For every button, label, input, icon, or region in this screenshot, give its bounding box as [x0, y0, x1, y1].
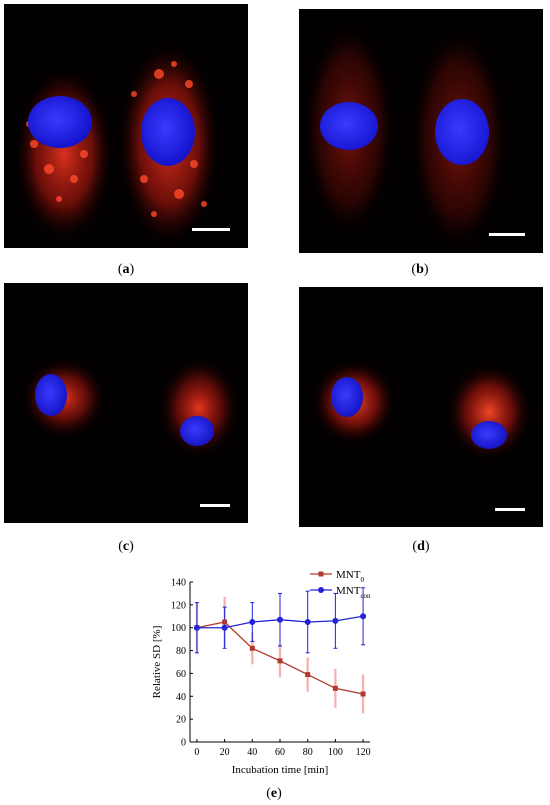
legend-label-subscript: con [360, 592, 371, 600]
nucleus-left [35, 374, 67, 416]
caption-e-close: ) [277, 786, 282, 801]
micrograph-b [299, 9, 543, 253]
scale-bar [192, 228, 230, 231]
legend-marker-circle [318, 587, 324, 593]
micrograph-c [4, 283, 248, 523]
caption-c-label: c [122, 539, 130, 554]
data-point-mntcon [193, 624, 200, 631]
y-tick-label: 140 [171, 578, 186, 589]
nucleus-right [180, 416, 214, 446]
chart-svg: 0 20 40 60 80 100 120 140 0 20 40 60 80 100 120 Incubat… [151, 569, 371, 776]
data-point-mnt0 [222, 619, 228, 625]
caption-d-label: d [417, 539, 425, 554]
caption-d: (d) [391, 539, 451, 555]
data-point-mnt0 [305, 672, 311, 678]
legend-marker-square [318, 571, 324, 577]
x-tick-label: 20 [220, 747, 230, 758]
caption-a-close: ) [129, 262, 135, 277]
legend-label: MNTcon [336, 585, 371, 600]
caption-e-open: ( [266, 786, 271, 801]
relative-sd-chart: 0 20 40 60 80 100 120 140 0 20 40 60 80 100 120 Incubat… [120, 560, 440, 780]
micrograph-d [299, 287, 543, 527]
cell-left-cytoplasm [16, 69, 112, 239]
data-point-mntcon [221, 624, 228, 631]
nucleus-right [435, 99, 489, 165]
data-point-mnt0 [332, 685, 338, 691]
legend-label: MNT0 [336, 569, 364, 584]
scale-bar [489, 233, 525, 236]
cytoplasm-granules [26, 61, 207, 217]
caption-e-label: e [270, 786, 278, 801]
nucleus-left [28, 96, 92, 148]
nucleus-right [471, 421, 507, 449]
y-tick-label: 40 [176, 692, 186, 703]
data-point-mnt0 [277, 658, 283, 664]
caption-a-label: a [122, 262, 130, 277]
caption-c: (c) [96, 539, 156, 555]
micrograph-c-svg [22, 358, 239, 507]
y-tick-label: 120 [171, 600, 186, 611]
caption-b-open: ( [411, 262, 417, 277]
scale-bar [495, 508, 525, 511]
caption-c-close: ) [129, 539, 134, 554]
nucleus-left [320, 102, 378, 150]
cell-right-cytoplasm [159, 358, 239, 458]
y-tick-label: 20 [176, 715, 186, 726]
y-tick-label: 60 [176, 669, 186, 680]
scale-bar [200, 504, 230, 507]
caption-b-label: b [416, 262, 424, 277]
caption-a: (a) [96, 262, 156, 278]
data-point-mntcon [277, 616, 283, 623]
legend-label-subscript: 0 [360, 576, 364, 584]
caption-b: (b) [390, 262, 450, 278]
micrograph-a-svg [16, 44, 230, 244]
cell-right-cytoplasm [447, 364, 531, 460]
x-tick-label: 60 [275, 747, 285, 758]
caption-a-open: ( [117, 262, 123, 277]
micrograph-b-svg [304, 24, 525, 249]
caption-b-close: ) [423, 262, 429, 277]
data-point-mntcon [304, 619, 311, 625]
micrograph-d-svg [312, 360, 531, 511]
x-tick-label: 0 [194, 747, 199, 758]
caption-d-close: ) [424, 539, 430, 554]
x-tick-label: 40 [247, 747, 257, 758]
x-tick-label: 80 [303, 747, 313, 758]
x-tick-label: 100 [328, 747, 343, 758]
data-point-mntcon [332, 617, 339, 624]
data-point-mntcon [360, 613, 367, 620]
nucleus-left [331, 377, 363, 417]
x-axis-label: Incubation time [min] [232, 764, 329, 776]
caption-c-open: ( [118, 539, 123, 554]
data-point-mntcon [249, 619, 256, 625]
y-tick-label: 100 [171, 623, 186, 634]
x-tick-label: 120 [356, 747, 371, 758]
nucleus-right [141, 98, 195, 166]
caption-d-open: ( [412, 539, 418, 554]
y-axis-label: Relative SD [%] [151, 626, 163, 699]
data-point-mnt0 [360, 691, 366, 697]
data-point-mnt0 [249, 645, 255, 651]
y-tick-label: 80 [176, 646, 186, 657]
y-tick-label: 0 [181, 738, 186, 749]
micrograph-a [4, 4, 248, 248]
caption-e: (e) [244, 786, 304, 802]
